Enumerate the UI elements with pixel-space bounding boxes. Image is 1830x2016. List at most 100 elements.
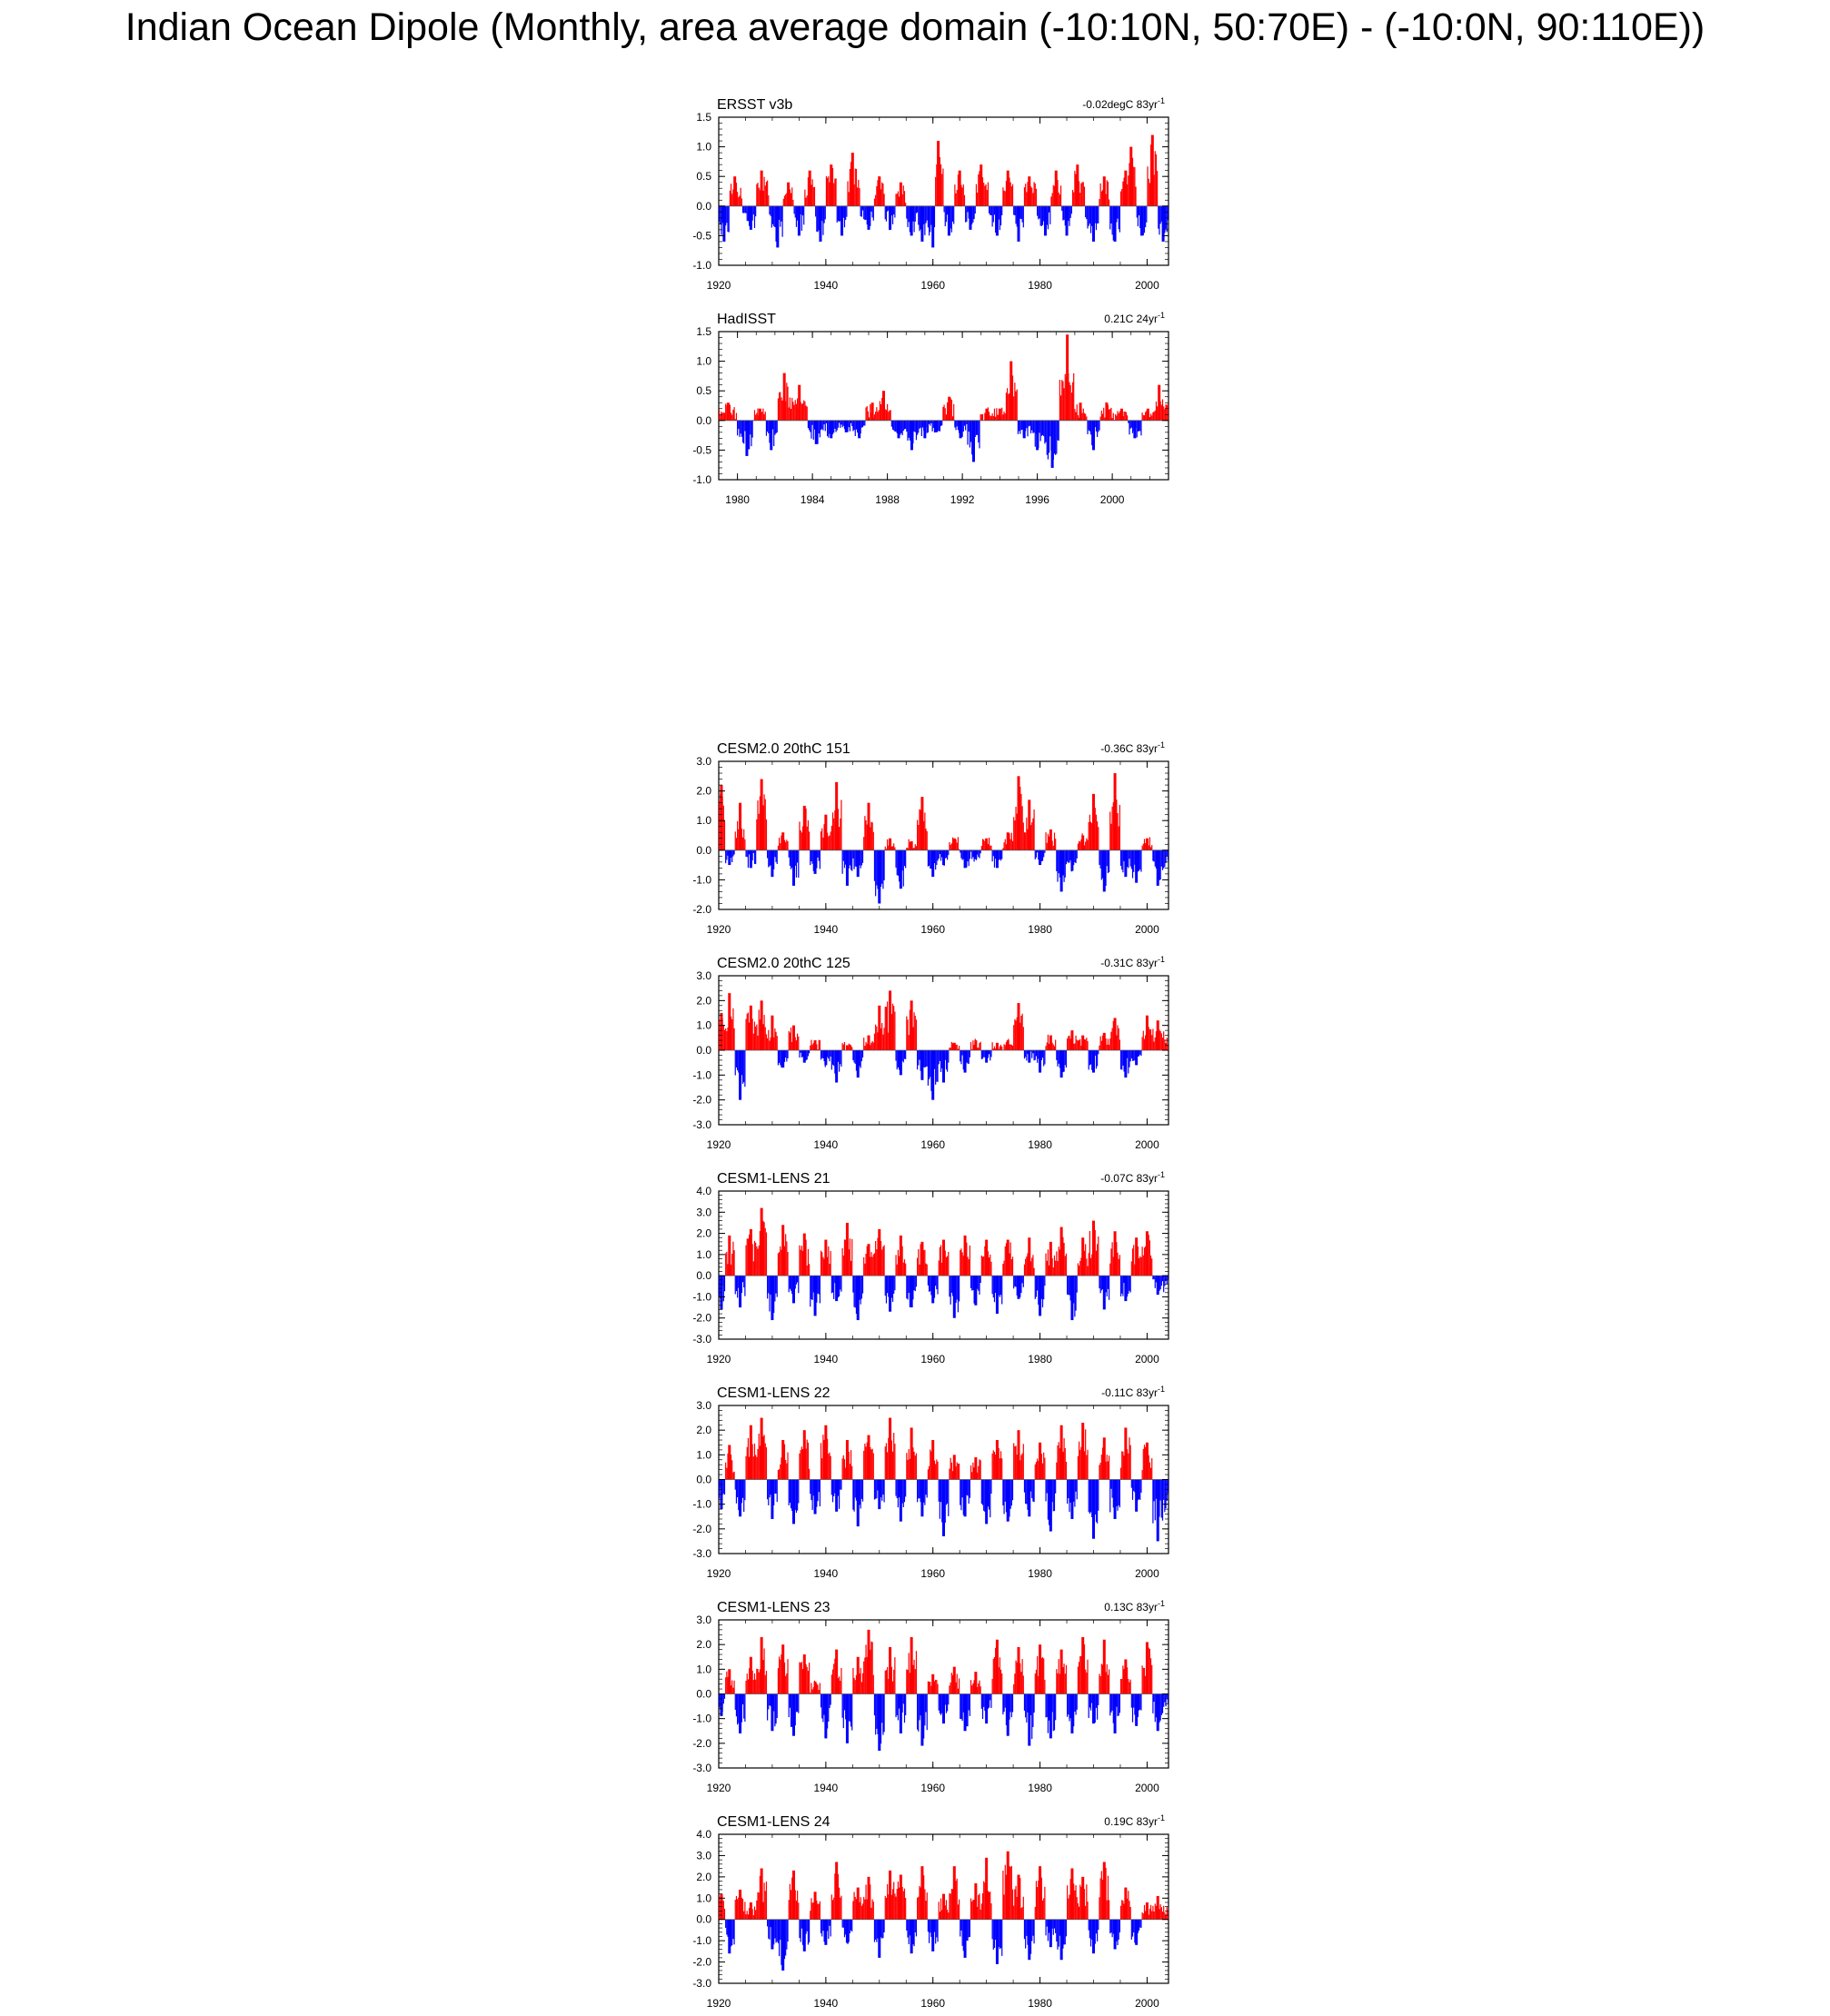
month-bar <box>1095 1919 1098 1934</box>
month-bar <box>1005 1479 1008 1513</box>
month-bar <box>1133 1693 1135 1708</box>
x-tick-label: 2000 <box>1135 923 1159 936</box>
month-bar <box>895 1896 897 1920</box>
month-bar <box>1052 1044 1054 1050</box>
month-bar <box>1154 1903 1156 1920</box>
month-bar <box>970 1680 972 1694</box>
month-bar <box>1085 1905 1087 1920</box>
month-bar <box>1005 1243 1008 1276</box>
month-bar <box>970 849 972 852</box>
month-bar <box>1140 1919 1142 1928</box>
month-bar <box>718 1479 721 1498</box>
month-bar <box>1165 1276 1167 1282</box>
month-bar <box>1037 1458 1039 1480</box>
month-bar <box>818 1903 820 1920</box>
month-bar <box>987 182 990 206</box>
month-bar <box>791 1479 793 1512</box>
month-bar <box>1139 420 1141 432</box>
month-bar <box>876 1249 878 1276</box>
month-bar <box>894 1276 896 1291</box>
data-bar <box>878 849 881 904</box>
month-bar <box>876 1479 878 1499</box>
month-bar <box>993 205 996 215</box>
month-bar <box>1127 184 1129 206</box>
month-bar <box>873 414 876 421</box>
month-bar <box>810 849 811 866</box>
month-bar <box>894 1444 896 1480</box>
month-bar <box>1117 411 1119 421</box>
month-bar <box>744 1902 746 1920</box>
month-bar <box>780 205 781 227</box>
month-bar <box>877 1479 879 1491</box>
month-bar <box>1021 806 1023 850</box>
month-bar <box>893 1669 895 1694</box>
month-bar <box>823 1258 825 1276</box>
data-bar <box>899 1874 902 1920</box>
data-bar <box>845 1919 849 1943</box>
data-bar <box>899 1050 902 1076</box>
data-bar <box>889 1417 892 1480</box>
month-bar <box>1100 1040 1102 1050</box>
month-bar <box>1111 1693 1113 1711</box>
y-tick-label: 1.0 <box>696 1892 711 1904</box>
month-bar <box>871 1256 873 1276</box>
data-bar <box>1102 1437 1106 1480</box>
month-bar <box>1046 205 1048 225</box>
month-bar <box>1039 205 1041 226</box>
month-bar <box>808 1468 811 1480</box>
month-bar <box>991 412 993 421</box>
y-tick-label: 3.0 <box>696 755 711 768</box>
month-bar <box>1116 1919 1118 1942</box>
month-bar <box>1045 1253 1047 1276</box>
month-bar <box>1071 189 1074 206</box>
month-bar <box>1080 1446 1082 1480</box>
month-bar <box>1021 1659 1023 1694</box>
month-bar <box>811 420 813 425</box>
data-bar <box>814 420 818 444</box>
month-bar <box>1117 812 1119 850</box>
month-bar <box>1003 1044 1005 1050</box>
data-bar <box>878 1228 881 1276</box>
month-bar <box>1062 1667 1064 1694</box>
month-bar <box>1045 1919 1047 1936</box>
month-bar <box>743 1693 745 1719</box>
month-bar <box>1014 1276 1016 1286</box>
data-bar <box>952 1866 956 1920</box>
month-bar <box>941 1910 943 1920</box>
month-bar <box>735 1276 738 1292</box>
data-bar <box>813 1479 817 1514</box>
month-bar <box>924 1050 926 1068</box>
month-bar <box>1059 1673 1060 1694</box>
month-bar <box>966 1693 968 1727</box>
data-bar <box>1102 1032 1106 1050</box>
data-bars <box>720 1629 1159 1751</box>
month-bar <box>956 189 958 206</box>
month-bar <box>1033 1693 1035 1713</box>
month-bar <box>830 1251 831 1276</box>
month-bar <box>828 176 830 206</box>
month-bar <box>845 1467 847 1480</box>
month-bar <box>1075 1885 1077 1920</box>
month-bar <box>1139 1256 1141 1276</box>
month-bar <box>1091 1050 1093 1070</box>
month-bar <box>718 410 721 421</box>
month-bar <box>1155 1905 1158 1920</box>
month-bar <box>758 813 760 850</box>
month-bar <box>1016 205 1018 227</box>
x-tick-label: 1980 <box>1028 1782 1052 1794</box>
month-bar <box>721 412 723 421</box>
month-bar <box>1097 1479 1099 1524</box>
month-bar <box>837 1479 840 1496</box>
month-bar <box>981 1479 984 1505</box>
month-bar <box>962 849 964 859</box>
month-bar <box>983 1256 985 1276</box>
month-bar <box>1059 379 1060 421</box>
month-bar <box>1091 1693 1093 1703</box>
month-bar <box>873 1253 876 1276</box>
month-bar <box>1157 406 1159 421</box>
month-bar <box>896 1264 898 1276</box>
month-bar <box>949 1048 950 1050</box>
month-bar <box>897 1479 900 1508</box>
month-bar <box>769 1919 771 1940</box>
month-bar <box>1087 1659 1089 1694</box>
